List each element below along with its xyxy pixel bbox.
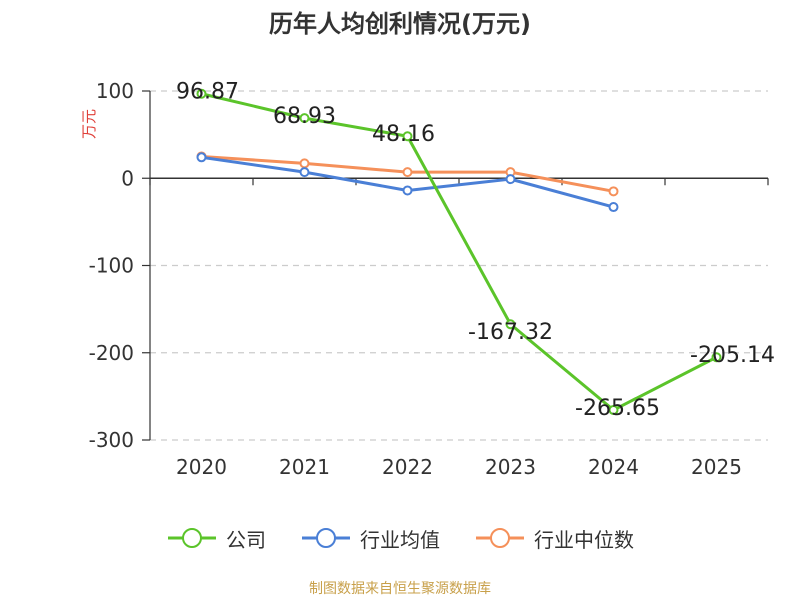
x-tick-label: 2022: [382, 455, 433, 479]
legend-circle: [182, 528, 202, 548]
source-note: 制图数据来自恒生聚源数据库: [309, 581, 491, 597]
data-point: [608, 186, 619, 197]
series-line: [201, 155, 614, 209]
x-tick-label: 2020: [176, 455, 227, 479]
data-point: [402, 185, 413, 196]
chart-title: 历年人均创利情况(万元): [269, 10, 531, 38]
data-point: [711, 352, 722, 363]
data-point: [299, 158, 310, 169]
legend-circle: [316, 528, 336, 548]
axes: 100 0 -100 -200 -300 2020 2021 2022 2023 2024 2025…: [80, 79, 769, 479]
x-tick-label: 2023: [485, 455, 536, 479]
legend-marker-icon: [168, 528, 216, 548]
data-labels: 96.87 68.93 48.16 -167.32 -265.65 -205.14: [176, 80, 775, 421]
legend-marker-icon: [476, 528, 524, 548]
chart-legend: 公司 行业均值 行业中位数: [0, 520, 800, 556]
data-point: [402, 167, 413, 178]
series-line: [201, 92, 718, 412]
data-point: [505, 174, 516, 185]
legend-marker-icon: [302, 528, 350, 548]
data-label: 48.16: [372, 122, 435, 147]
x-tick-label: 2021: [279, 455, 330, 479]
data-label: 96.87: [176, 80, 239, 105]
data-label: 68.93: [273, 104, 336, 129]
legend-label: 行业中位数: [534, 527, 634, 552]
data-point: [299, 167, 310, 178]
legend-item[interactable]: 公司: [166, 524, 266, 553]
data-point: [299, 113, 310, 124]
legend-label: 公司: [226, 527, 266, 552]
data-point: [196, 152, 207, 163]
grid-lines: [150, 90, 768, 441]
data-label: -205.14: [690, 343, 775, 368]
y-tick-label: 100: [96, 79, 134, 103]
legend-item[interactable]: 行业均值: [300, 524, 440, 553]
legend-label: 行业均值: [360, 527, 440, 552]
y-tick-label: 0: [121, 166, 134, 190]
data-point: [196, 88, 207, 99]
data-point: [608, 405, 619, 416]
series-lines: [196, 88, 722, 416]
y-tick-label: -200: [89, 341, 134, 365]
y-tick-label: -100: [89, 254, 134, 278]
y-axis-label: 万元: [80, 109, 98, 139]
data-label: -265.65: [575, 396, 660, 421]
x-tick-label: 2025: [691, 455, 742, 479]
legend-circle: [490, 528, 510, 548]
data-point: [505, 319, 516, 330]
legend-item[interactable]: 行业中位数: [474, 524, 634, 553]
data-point: [402, 131, 413, 142]
x-tick-label: 2024: [588, 455, 639, 479]
data-point: [608, 202, 619, 213]
y-tick-label: -300: [89, 428, 134, 452]
data-label: -167.32: [468, 320, 553, 345]
